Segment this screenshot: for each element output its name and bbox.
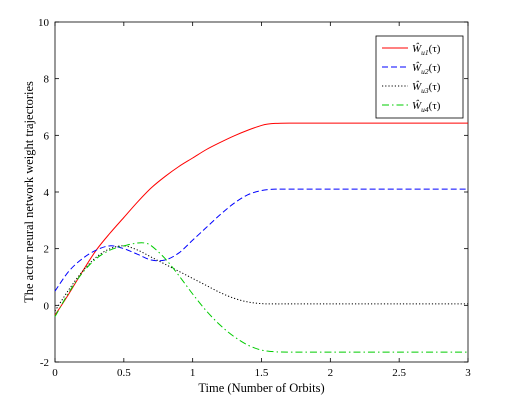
y-tick-label: 2 [44, 244, 50, 256]
x-tick-label: 1.5 [255, 367, 269, 379]
legend: Ŵu1(τ)Ŵu2(τ)Ŵu3(τ)Ŵu4(τ) [375, 35, 464, 119]
legend-label-arg: (τ) [429, 81, 441, 93]
series-line-1 [54, 122, 468, 316]
legend-label-arg: (τ) [429, 43, 441, 55]
series-line-2 [54, 188, 468, 292]
x-axis-title: Time (Number of Orbits) [198, 381, 324, 395]
legend-label-sub: u3 [421, 86, 429, 95]
y-tick-label: 6 [44, 130, 50, 142]
legend-label-base: Ŵ [412, 42, 422, 55]
y-axis-title: The actor neural network weight trajecto… [22, 81, 36, 303]
legend-box [375, 35, 464, 119]
legend-label-arg: (τ) [429, 62, 441, 74]
x-tick-label: 3 [465, 367, 471, 379]
legend-label-base: Ŵ [412, 99, 422, 112]
y-tick-label: 8 [44, 74, 50, 86]
x-tick-label: 1 [190, 367, 196, 379]
y-tick-label: 0 [44, 300, 50, 312]
y-tick-label: 4 [44, 187, 50, 199]
legend-label-3: Ŵu3(τ) [412, 80, 441, 95]
legend-label-arg: (τ) [429, 100, 441, 112]
legend-label-base: Ŵ [412, 61, 422, 74]
y-tick-label: -2 [40, 357, 49, 369]
legend-label-sub: u4 [421, 105, 429, 114]
series-layer [54, 122, 468, 353]
legend-label-base: Ŵ [412, 80, 422, 93]
x-tick-label: 2.5 [392, 367, 406, 379]
x-tick-label: 2 [328, 367, 334, 379]
legend-label-1: Ŵu1(τ) [412, 42, 441, 57]
legend-label-sub: u2 [421, 67, 429, 76]
legend-label-sub: u1 [421, 48, 429, 57]
y-tick-label: 10 [38, 17, 50, 29]
x-tick-label: 0 [52, 367, 58, 379]
x-tick-label: 0.5 [117, 367, 131, 379]
legend-label-2: Ŵu2(τ) [412, 61, 441, 76]
series-line-4 [54, 242, 468, 353]
series-line-3 [54, 245, 468, 312]
legend-label-4: Ŵu4(τ) [412, 99, 441, 114]
